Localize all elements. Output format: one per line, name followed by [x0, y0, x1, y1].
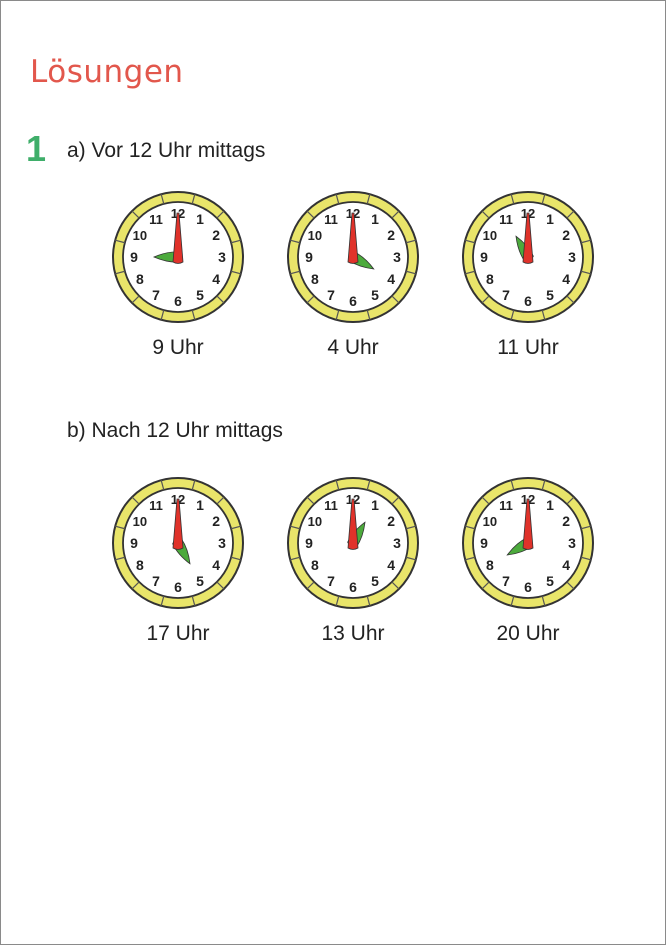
clock-numeral: 10 — [483, 228, 497, 243]
clock-numeral: 8 — [311, 271, 319, 287]
clock-numeral: 6 — [174, 579, 182, 595]
minute-hand — [347, 212, 359, 264]
clock-numeral: 11 — [499, 498, 513, 513]
clock-time-label: 20 Uhr — [496, 622, 560, 645]
clock-numeral: 9 — [480, 535, 488, 551]
clock-numeral: 10 — [308, 228, 322, 243]
minute-hand — [172, 498, 184, 550]
clock-numeral: 3 — [393, 535, 401, 551]
exercise-number: 1 — [26, 128, 47, 169]
clock-numeral: 8 — [486, 557, 494, 573]
clock-numeral: 8 — [311, 557, 319, 573]
clock-numeral: 11 — [324, 498, 338, 513]
clock-time-label: 4 Uhr — [327, 336, 379, 359]
clock-numeral: 7 — [327, 287, 335, 303]
clock-numeral: 3 — [393, 249, 401, 265]
clock-numeral: 4 — [212, 557, 220, 573]
clock-numeral: 8 — [136, 557, 144, 573]
clock-time-label: 17 Uhr — [146, 622, 210, 645]
clock-numeral: 11 — [149, 498, 163, 513]
clock-numeral: 2 — [562, 513, 570, 529]
clock-numeral: 3 — [218, 535, 226, 551]
clock-numeral: 2 — [387, 227, 395, 243]
clock-numeral: 8 — [486, 271, 494, 287]
clock-numeral: 2 — [212, 513, 220, 529]
clock-numeral: 7 — [152, 573, 160, 589]
clock-time-label: 11 Uhr — [497, 336, 559, 359]
clock-numeral: 9 — [130, 535, 138, 551]
clock-numeral: 9 — [305, 535, 313, 551]
clock-face: 123456789101112 — [287, 477, 419, 609]
clock-numeral: 1 — [196, 211, 204, 227]
clock-numeral: 5 — [196, 287, 204, 303]
clock-numeral: 6 — [524, 579, 532, 595]
minute-hand — [522, 212, 534, 264]
clock-numeral: 7 — [152, 287, 160, 303]
clock-numeral: 3 — [568, 535, 576, 551]
clock-numeral: 10 — [133, 514, 147, 529]
clock-numeral: 2 — [562, 227, 570, 243]
clock-numeral: 5 — [371, 573, 379, 589]
clock-numeral: 7 — [502, 573, 510, 589]
minute-hand — [172, 212, 184, 264]
clock-numeral: 9 — [305, 249, 313, 265]
clock-numeral: 11 — [324, 212, 338, 227]
minute-hand — [347, 498, 359, 550]
clock-numeral: 2 — [212, 227, 220, 243]
clock-numeral: 1 — [196, 497, 204, 513]
clock-numeral: 4 — [562, 271, 570, 287]
clock-numeral: 6 — [349, 579, 357, 595]
clock-numeral: 5 — [371, 287, 379, 303]
clock-numeral: 9 — [480, 249, 488, 265]
section-a-heading: a) Vor 12 Uhr mittags — [67, 139, 266, 162]
clock-numeral: 7 — [327, 573, 335, 589]
clock-numeral: 5 — [546, 573, 554, 589]
clock-face: 123456789101112 — [462, 191, 594, 323]
clock-numeral: 11 — [499, 212, 513, 227]
clock-numeral: 6 — [524, 293, 532, 309]
clock-numeral: 1 — [546, 497, 554, 513]
clock-face: 123456789101112 — [112, 477, 244, 609]
clock-face: 123456789101112 — [287, 191, 419, 323]
clock-numeral: 8 — [136, 271, 144, 287]
clock-numeral: 3 — [568, 249, 576, 265]
clock-numeral: 6 — [349, 293, 357, 309]
clock-numeral: 2 — [387, 513, 395, 529]
clock-numeral: 5 — [546, 287, 554, 303]
clock-numeral: 4 — [562, 557, 570, 573]
clock-numeral: 9 — [130, 249, 138, 265]
page-title: Lösungen — [30, 54, 184, 90]
clock-numeral: 4 — [387, 271, 395, 287]
minute-hand — [522, 498, 534, 550]
clock-numeral: 1 — [371, 211, 379, 227]
clock-numeral: 5 — [196, 573, 204, 589]
clock-numeral: 3 — [218, 249, 226, 265]
section-b-heading: b) Nach 12 Uhr mittags — [67, 419, 283, 442]
clock-numeral: 4 — [387, 557, 395, 573]
clock-numeral: 11 — [149, 212, 163, 227]
clock-face: 123456789101112 — [462, 477, 594, 609]
clock-numeral: 10 — [483, 514, 497, 529]
clock-time-label: 13 Uhr — [321, 622, 385, 645]
clock-time-label: 9 Uhr — [152, 336, 204, 359]
clock-numeral: 10 — [133, 228, 147, 243]
clock-face: 123456789101112 — [112, 191, 244, 323]
clock-numeral: 10 — [308, 514, 322, 529]
clock-numeral: 4 — [212, 271, 220, 287]
clock-numeral: 6 — [174, 293, 182, 309]
clock-numeral: 1 — [546, 211, 554, 227]
clock-numeral: 1 — [371, 497, 379, 513]
clock-numeral: 7 — [502, 287, 510, 303]
